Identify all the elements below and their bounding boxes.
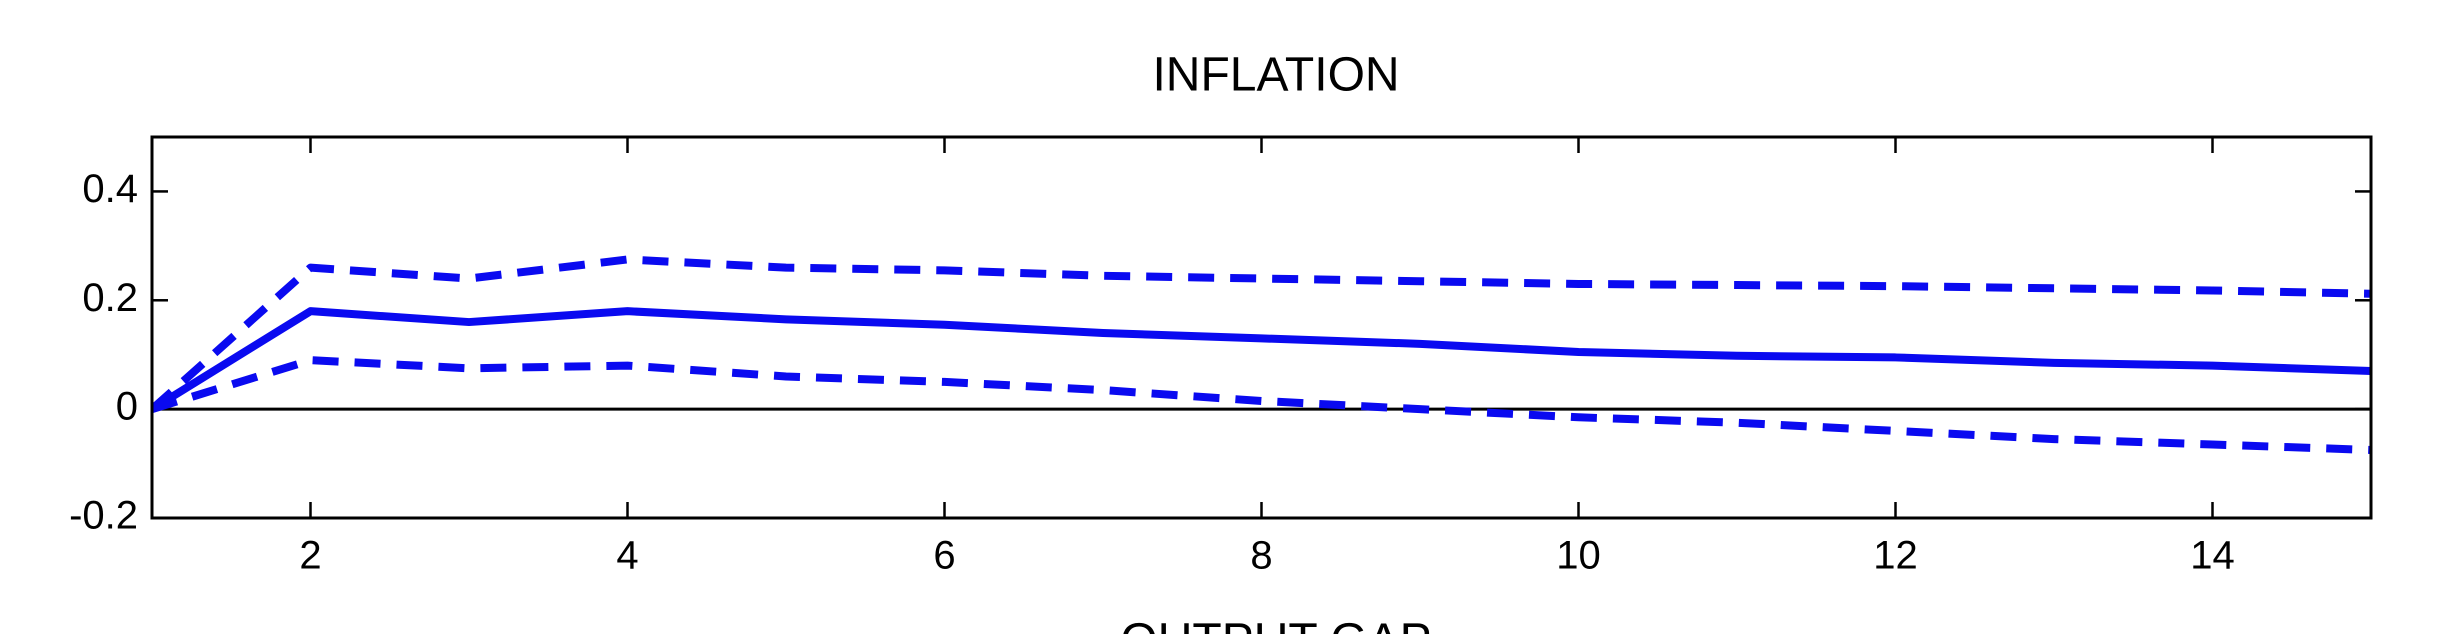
x-tick-label: 8 xyxy=(1250,534,1272,578)
x-tick-label: 2 xyxy=(299,534,321,578)
x-tick-label: 6 xyxy=(933,534,955,578)
series-line xyxy=(152,356,2371,454)
y-tick-label: 0.2 xyxy=(82,276,138,320)
x-tick-label: 12 xyxy=(1873,534,1918,578)
chart-title: INFLATION xyxy=(1152,49,1399,102)
next-chart-title: OUTPUT GAP xyxy=(1120,615,1431,634)
y-tick-label: 0.4 xyxy=(82,167,138,211)
y-tick-label: -0.2 xyxy=(69,494,138,538)
series-line xyxy=(152,255,2371,413)
y-tick-label: 0 xyxy=(116,385,138,429)
x-tick-label: 4 xyxy=(616,534,638,578)
plot-frame xyxy=(150,135,2373,520)
x-tick-label: 14 xyxy=(2190,534,2235,578)
series-line xyxy=(152,307,2371,413)
x-tick-label: 10 xyxy=(1556,534,1601,578)
